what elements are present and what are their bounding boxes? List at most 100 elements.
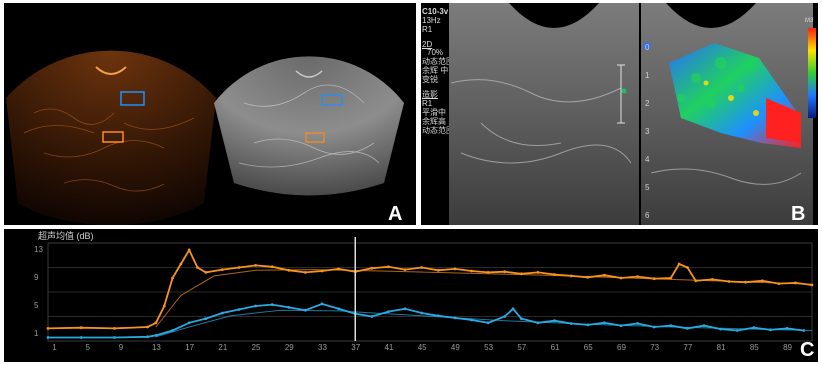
roi-box-orange[interactable]: [102, 131, 124, 143]
series-point-0: [420, 266, 424, 269]
panel-b-image: [449, 3, 816, 225]
series-point-1: [785, 327, 789, 330]
depth-tick-label: 6: [645, 211, 650, 220]
series-point-1: [370, 315, 374, 318]
x-tick-label: 1: [52, 343, 57, 352]
panel-a-dual-view: A: [4, 3, 416, 225]
series-point-0: [79, 326, 83, 330]
panel-label-b: B: [791, 203, 806, 225]
series-point-0: [810, 283, 814, 287]
series-point-1: [652, 325, 656, 329]
series-point-1: [669, 324, 673, 327]
x-tick-label: 25: [251, 343, 261, 352]
series-point-1: [519, 317, 523, 320]
series-point-0: [686, 266, 689, 269]
x-tick-label: 69: [617, 343, 626, 352]
series-point-0: [760, 279, 764, 283]
series-point-0: [254, 264, 258, 267]
sharpen-line: 变锐: [422, 75, 438, 84]
series-point-0: [304, 271, 307, 274]
series-point-0: [536, 271, 540, 274]
series-point-1: [154, 334, 158, 337]
plot-frame: [47, 242, 813, 342]
x-tick-label: 77: [683, 343, 693, 352]
series-point-1: [436, 314, 440, 318]
series-point-1: [113, 336, 116, 339]
series-point-1: [719, 327, 723, 331]
series-point-0: [204, 271, 208, 274]
series-point-1: [387, 310, 390, 313]
series-point-1: [486, 321, 490, 325]
series-point-1: [254, 304, 258, 308]
colorbar: [808, 28, 816, 118]
series-point-0: [569, 274, 573, 278]
series-point-1: [769, 328, 772, 332]
x-tick-label: 29: [284, 343, 294, 352]
probe-arc: [95, 66, 127, 75]
series-point-0: [727, 280, 731, 283]
series-point-0: [320, 269, 324, 273]
x-tick-label: 5: [85, 343, 90, 352]
smooth-line: 平滑中: [422, 108, 446, 117]
x-tick-label: 13: [151, 343, 161, 352]
y-tick-label: 13: [34, 245, 43, 254]
frame-rate: 13Hz: [422, 16, 441, 25]
panel-label-a: A: [388, 203, 403, 225]
series-point-0: [744, 280, 747, 284]
series-point-1: [536, 321, 540, 325]
series-point-1: [619, 324, 623, 327]
series-point-0: [652, 277, 656, 281]
panel-c-tic-chart: 超声均值 (dB) 13 9 5 1 1 5 9 13 17 21 25 29 33 37 41 45 49 5…: [4, 229, 818, 362]
series-point-0: [270, 265, 274, 269]
mode-2d-label: 2D: [422, 40, 433, 49]
x-tick-label: 53: [484, 343, 494, 352]
y-tick-label: 9: [34, 273, 39, 282]
orientation-icon: [643, 42, 651, 50]
series-point-0: [154, 321, 158, 325]
series-point-1: [686, 327, 689, 330]
series-point-0: [370, 266, 374, 270]
series-point-1: [453, 316, 457, 320]
series-point-0: [162, 304, 166, 308]
series-point-0: [387, 265, 390, 269]
series-point-0: [171, 276, 174, 280]
series-point-0: [553, 273, 556, 276]
x-tick-label: 17: [185, 343, 195, 352]
x-tick-label: 61: [550, 343, 560, 352]
series-point-0: [586, 275, 590, 279]
bmode-sector: [214, 56, 404, 196]
series-point-1: [287, 306, 291, 309]
fit-curve-1: [155, 309, 813, 338]
series-point-0: [187, 248, 191, 252]
series-point-0: [710, 278, 714, 281]
panel-a-image: [6, 50, 404, 225]
series-point-1: [46, 336, 50, 339]
series-point-1: [337, 307, 341, 311]
series-point-0: [436, 268, 440, 272]
series-point-0: [602, 273, 606, 277]
colorbar-label: M3: [805, 18, 814, 24]
depth-tick-label: 4: [645, 155, 650, 164]
probe-label: C10-3v: [422, 7, 449, 16]
measure-marker[interactable]: [621, 88, 627, 94]
x-tick-label: 45: [417, 343, 427, 352]
series-point-1: [752, 326, 756, 330]
series-point-1: [187, 321, 191, 325]
series-point-1: [702, 324, 706, 327]
x-tick-label: 37: [351, 343, 361, 352]
x-tick-label: 41: [384, 343, 394, 352]
series-point-0: [179, 262, 183, 266]
depth-tick-label: 5: [645, 183, 650, 192]
roi-box-blue[interactable]: [120, 91, 145, 106]
series-point-1: [270, 303, 274, 306]
series-point-0: [503, 270, 507, 274]
series-point-0: [337, 267, 341, 271]
series-point-1: [586, 323, 590, 327]
x-tick-label: 73: [650, 343, 660, 352]
panel-label-c: C: [800, 339, 815, 361]
x-tick-label: 9: [118, 343, 124, 352]
series-point-1: [304, 308, 307, 312]
r-line-1: R1: [422, 25, 433, 34]
series-point-1: [420, 311, 424, 315]
depth-tick-label: 0: [645, 43, 650, 52]
